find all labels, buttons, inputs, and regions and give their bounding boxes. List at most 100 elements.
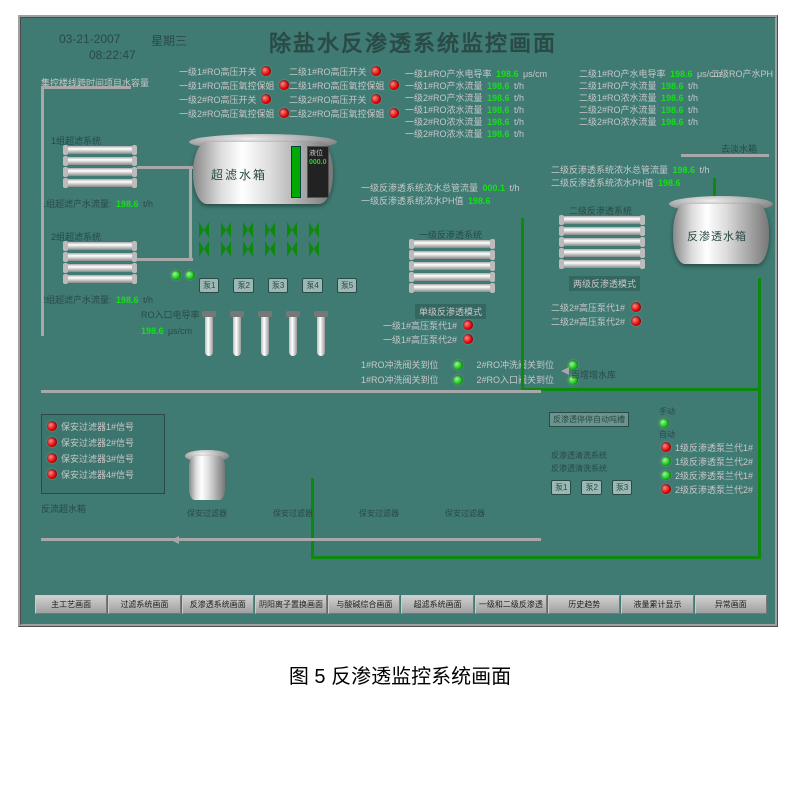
status-row: 一级1#RO高压开关	[179, 64, 289, 78]
gauge-icon	[261, 314, 269, 356]
readout-row: 一级2#RO浓水流量 198.6 t/h	[405, 112, 547, 124]
status-label: 二级1#RO高压氧控保姐	[289, 79, 385, 92]
status-label: 一级1#RO高压开关	[179, 65, 257, 78]
readout-unit: μs/cm	[523, 69, 547, 79]
level-bar-icon	[291, 146, 301, 198]
nav-button[interactable]: 阴阳离子置换画面	[255, 595, 327, 614]
valve-icon[interactable]	[221, 222, 231, 238]
status-row: 一级2#RO高压氧控保姐	[179, 106, 289, 120]
arrow-left-icon	[561, 367, 569, 375]
uf1-tubes	[65, 146, 135, 187]
status-col-1: 一级1#RO高压开关一级1#RO高压氧控保姐一级2#RO高压开关一级2#RO高压…	[179, 64, 289, 120]
status-label: 二级2#RO高压开关	[289, 93, 367, 106]
nav-button[interactable]: 主工艺画面	[35, 595, 107, 614]
sec-led-icon	[47, 421, 57, 431]
pump-button[interactable]: 泵1	[199, 278, 219, 293]
status-row: 二级1#RO高压开关	[289, 64, 399, 78]
nav-bar: 主工艺画面过滤系统画面反渗透系统画面阴阳离子置换画面与酸碱综合画面超滤系统画面一…	[35, 595, 767, 614]
ro-pump-led-icon	[661, 484, 671, 494]
valve-icon[interactable]	[287, 222, 297, 238]
uf2-tubes	[65, 242, 135, 283]
nav-button[interactable]: 一级和二级反渗透	[475, 595, 547, 614]
nav-button[interactable]: 异常画面	[695, 595, 767, 614]
pump-button[interactable]: 泵2	[233, 278, 253, 293]
status-row: 二级1#RO高压氧控保姐	[289, 78, 399, 92]
readout-col-2: 二级1#RO产水电导率 198.6 μs/cm二级1#RO产水流量 198.6 …	[579, 64, 721, 124]
valve-icon[interactable]	[199, 222, 209, 238]
figure-caption: 图 5 反渗透监控系统画面	[0, 660, 800, 689]
status-col-2: 二级1#RO高压开关二级1#RO高压氧控保姐二级2#RO高压开关二级2#RO高压…	[289, 64, 399, 120]
ro-pump-button[interactable]: 泵1	[551, 480, 571, 495]
readout-row: 二级RO产水PH 198.6	[711, 64, 778, 76]
status-led-icon	[389, 80, 399, 90]
nav-button[interactable]: 液量累计显示	[621, 595, 693, 614]
readout-unit: t/h	[688, 117, 698, 127]
filter-tank-icon	[271, 450, 315, 506]
ao-row: RO入口电导率 198.6 μs/cm	[141, 308, 200, 339]
valve-icon[interactable]	[309, 241, 319, 257]
ro-pump-button[interactable]: 泵3	[612, 480, 632, 495]
valve-icon[interactable]	[265, 241, 275, 257]
nav-button[interactable]: 与酸碱综合画面	[328, 595, 400, 614]
header-date: 03-21-2007	[59, 32, 120, 46]
status-led-icon	[279, 80, 289, 90]
nav-button[interactable]: 历史趋势	[548, 595, 620, 614]
readout-row: 一级1#RO浓水流量 198.6 t/h	[405, 100, 547, 112]
sec-led-icon	[47, 437, 57, 447]
readout-row: 一级2#RO产水流量 198.6 t/h	[405, 88, 547, 100]
status-led-icon	[371, 94, 381, 104]
sec-led-icon	[47, 469, 57, 479]
pump-row: 泵1 泵2 泵3 泵4 泵5	[199, 278, 357, 293]
valve-icon[interactable]	[309, 222, 319, 238]
status-label: 二级2#RO高压氧控保姐	[289, 107, 385, 120]
status-row: 一级1#RO高压氧控保姐	[179, 78, 289, 92]
ro-wash-box[interactable]: 反渗透停停自动吨槽	[549, 412, 629, 427]
pump-button[interactable]: 泵3	[268, 278, 288, 293]
ro-pump-led-icon	[661, 442, 671, 452]
sec-led-icon	[47, 453, 57, 463]
status-label: 二级1#RO高压开关	[289, 65, 367, 78]
sec-filter-tanks: 保安过滤器保安过滤器保安过滤器保安过滤器	[185, 450, 487, 519]
pump-button[interactable]: 泵5	[337, 278, 357, 293]
ro-pump-button[interactable]: 泵2	[581, 480, 601, 495]
nav-button[interactable]: 超滤系统画面	[401, 595, 473, 614]
nav-button[interactable]: 反渗透系统画面	[182, 595, 254, 614]
valve-icon[interactable]	[199, 241, 209, 257]
header-day: 星期三	[151, 32, 187, 49]
ro-pump-area: 反渗透清洗系统 反渗透清洗系统 泵1泵2泵3	[551, 450, 632, 495]
ro2-mode: 两级反渗透模式	[569, 276, 640, 291]
valve-icon[interactable]	[221, 241, 231, 257]
gauge-icon	[317, 314, 325, 356]
hp-led-icon	[631, 316, 641, 326]
readout-row: 二级1#RO产水电导率 198.6 μs/cm	[579, 64, 721, 76]
valve-icon[interactable]	[287, 241, 297, 257]
valve-icon[interactable]	[243, 222, 253, 238]
ao-led-1	[171, 270, 181, 280]
status-led-icon	[261, 94, 271, 104]
readout-unit: t/h	[514, 129, 524, 139]
sec-filter-kp: 保安过滤器1#信号保安过滤器2#信号保安过滤器3#信号保安过滤器4#信号	[47, 418, 134, 482]
valve-row	[199, 222, 319, 257]
status-led-icon	[389, 108, 399, 118]
readout-row: 二级1#RO浓水流量 198.6 t/h	[579, 88, 721, 100]
pump-button[interactable]: 泵4	[302, 278, 322, 293]
hp-led-icon	[463, 320, 473, 330]
flush-led-icon	[453, 360, 463, 370]
ao-led-2	[185, 270, 195, 280]
gauge-icon	[233, 314, 241, 356]
nav-button[interactable]: 过滤系统画面	[108, 595, 180, 614]
flow-arrow-icon	[171, 536, 179, 544]
valve-icon[interactable]	[243, 241, 253, 257]
status-label: 一级2#RO高压开关	[179, 93, 257, 106]
valve-icon[interactable]	[265, 222, 275, 238]
readout-row: 一级1#RO产水电导率 198.6 μs/cm	[405, 64, 547, 76]
readout-row: 一级2#RO浓水流量 198.6 t/h	[405, 124, 547, 136]
readout-value: 198.6	[777, 69, 778, 79]
page-title: 除盐水反渗透系统监控画面	[269, 26, 557, 58]
ro-wash-toggle[interactable]: 手动 自动	[659, 406, 675, 440]
right-readouts: 二级反渗透系统浓水总管流量 198.6 t/h二级反渗透系统浓水PH值 198.…	[551, 160, 709, 186]
readout-label: 一级2#RO浓水流量	[405, 129, 483, 139]
readout-col-3: 二级RO产水PH 198.6	[711, 64, 778, 76]
out-pipe	[681, 154, 769, 157]
status-row: 二级2#RO高压开关	[289, 92, 399, 106]
